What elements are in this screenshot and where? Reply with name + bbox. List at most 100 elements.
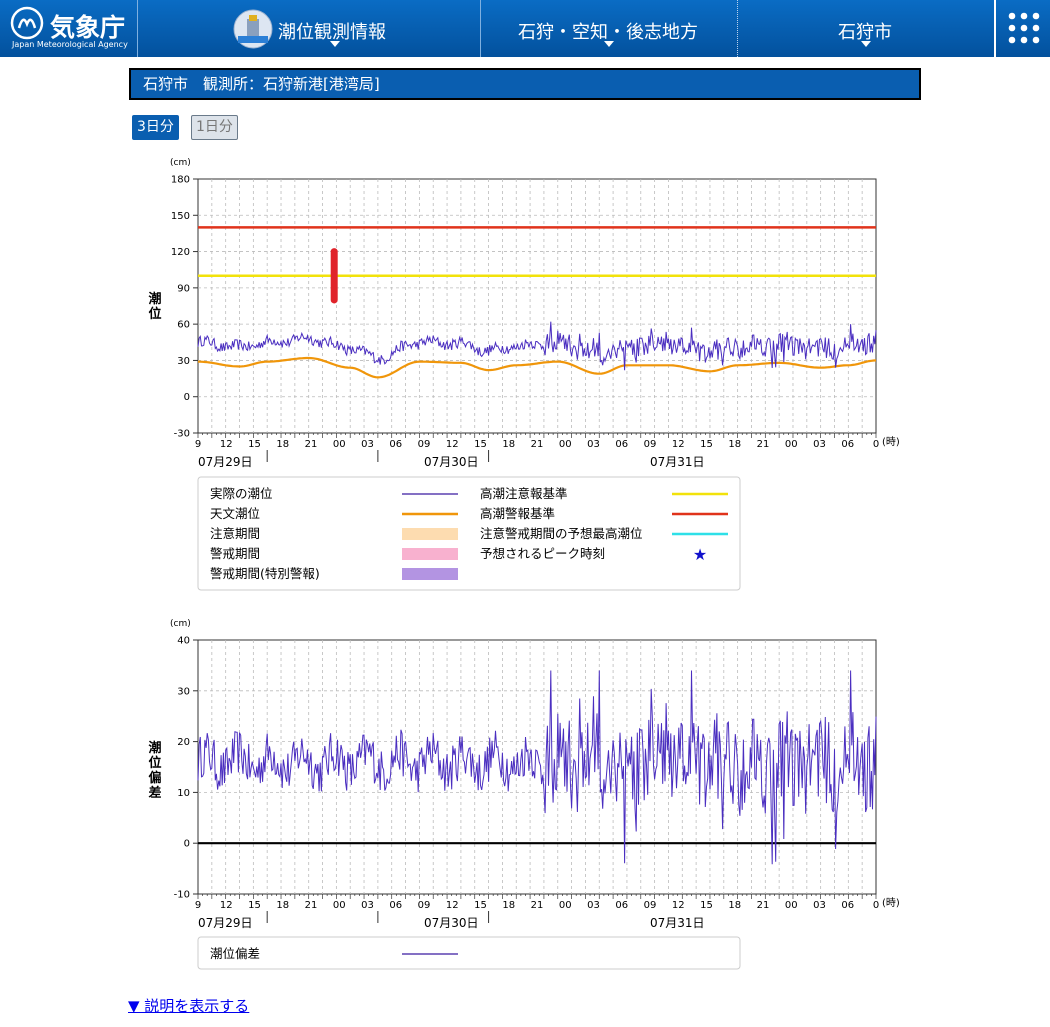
range-1day-button[interactable]: 1日分 [191, 115, 238, 140]
deviation-x-tick-label: 9 [195, 900, 201, 911]
nav-city[interactable]: 石狩市 [737, 0, 994, 57]
tide-x-tick-label: 03 [361, 439, 374, 450]
legend-swatch [402, 568, 458, 580]
deviation-y-tick-label: 30 [177, 686, 190, 697]
tide-x-tick-label: 06 [615, 439, 628, 450]
star-icon: ★ [693, 545, 707, 564]
deviation-x-tick-label: 21 [531, 900, 544, 911]
deviation-y-tick-label: -10 [174, 890, 190, 901]
tide-x-tick-label: 12 [220, 439, 233, 450]
deviation-legend [197, 936, 741, 970]
tide-x-tick-label: 18 [728, 439, 741, 450]
deviation-x-tick-label: 15 [248, 900, 261, 911]
deviation-x-tick-label: 06 [615, 900, 628, 911]
tide-x-tick-label: 15 [700, 439, 713, 450]
legend-label: 天文潮位 [210, 506, 260, 521]
tide-x-tick-label: 18 [276, 439, 289, 450]
deviation-x-tick-label: 00 [785, 900, 798, 911]
chevron-down-icon [861, 41, 871, 47]
range-3day-button[interactable]: 3日分 [132, 115, 179, 140]
deviation-x-tick-label: 12 [672, 900, 685, 911]
tide-x-tick-label: 12 [672, 439, 685, 450]
legend-label: 高潮注意報基準 [480, 486, 568, 501]
tide-x-tick-label: 00 [559, 439, 572, 450]
tide-date-label: 07月30日 [424, 455, 479, 469]
tide-y-tick-label: 120 [171, 247, 190, 258]
tide-x-tick-label: 21 [531, 439, 544, 450]
tide-gauge-icon [233, 9, 273, 49]
deviation-x-tick-label: 06 [841, 900, 854, 911]
nav-tide-info[interactable]: 潮位観測情報 [137, 0, 480, 57]
jma-logo[interactable]: 気象庁 Japan Meteorological Agency [10, 6, 135, 52]
tide-x-tick-label: 12 [446, 439, 459, 450]
station-title: 石狩市 観測所：石狩新港[港湾局] [129, 68, 921, 100]
show-explanation-link[interactable]: ▼ 説明を表示する [128, 997, 250, 1015]
chevron-down-icon [604, 41, 614, 47]
deviation-y-axis-label: 差 [148, 785, 161, 801]
legend-swatch [402, 548, 458, 560]
tide-y-tick-label: 0 [184, 392, 190, 403]
tide-x-tick-label: 18 [502, 439, 515, 450]
legend-label: 警戒期間(特別警報) [210, 566, 320, 581]
grid-menu-icon [1008, 12, 1040, 44]
deviation-date-label: 07月30日 [424, 916, 479, 930]
tide-y-axis-label: 位 [148, 306, 161, 322]
legend-swatch [402, 528, 458, 540]
legend-label: 実際の潮位 [210, 486, 273, 501]
tide-date-label: 07月31日 [650, 455, 705, 469]
tide-x-tick-label: 0 [873, 439, 879, 450]
deviation-line [197, 670, 877, 865]
deviation-x-tick-label: 21 [757, 900, 770, 911]
tide-legend [197, 476, 741, 591]
global-header: 気象庁 Japan Meteorological Agency 潮位観測情報 石… [0, 0, 1050, 57]
deviation-date-label: 07月31日 [650, 916, 705, 930]
deviation-x-tick-label: 15 [700, 900, 713, 911]
deviation-x-tick-label: 21 [305, 900, 318, 911]
tide-y-tick-label: 30 [177, 356, 190, 367]
deviation-x-tick-label: 12 [220, 900, 233, 911]
nav-region-label: 石狩・空知・後志地方 [518, 22, 698, 43]
menu-button[interactable] [994, 0, 1050, 57]
deviation-x-tick-label: 0 [873, 900, 879, 911]
tide-x-tick-label: 06 [389, 439, 402, 450]
nav-region[interactable]: 石狩・空知・後志地方 [480, 0, 737, 57]
tide-unit-label: (cm) [170, 158, 191, 168]
tide-y-tick-label: -30 [174, 429, 190, 440]
legend-label: 注意期間 [210, 526, 260, 541]
deviation-x-tick-label: 00 [333, 900, 346, 911]
tide-x-tick-label: 03 [813, 439, 826, 450]
tide-date-label: 07月29日 [198, 455, 253, 469]
deviation-y-tick-label: 0 [184, 839, 190, 850]
deviation-y-axis-label: 位 [148, 755, 161, 771]
agency-name-en: Japan Meteorological Agency [12, 40, 128, 49]
tide-x-tick-label: 06 [841, 439, 854, 450]
tide-y-tick-label: 90 [177, 283, 190, 294]
chevron-down-icon [330, 41, 340, 47]
nav-tide-info-label: 潮位観測情報 [278, 22, 386, 43]
tide-x-unit: (時) [882, 436, 900, 448]
nav-city-label: 石狩市 [838, 22, 892, 43]
deviation-plot-area [197, 639, 877, 895]
tide-y-tick-label: 180 [171, 175, 190, 186]
deviation-x-tick-label: 18 [276, 900, 289, 911]
observed-tide-line [197, 321, 877, 371]
legend-label: 予想されるピーク時刻 [480, 546, 605, 561]
deviation-y-tick-label: 20 [177, 737, 190, 748]
deviation-y-axis-label: 偏 [148, 770, 161, 786]
deviation-x-tick-label: 12 [446, 900, 459, 911]
deviation-x-tick-label: 18 [728, 900, 741, 911]
tide-x-tick-label: 21 [305, 439, 318, 450]
deviation-x-tick-label: 15 [474, 900, 487, 911]
legend-label: 注意警戒期間の予想最高潮位 [480, 526, 643, 541]
tide-x-tick-label: 00 [333, 439, 346, 450]
deviation-unit-label: (cm) [170, 619, 191, 629]
deviation-x-tick-label: 03 [813, 900, 826, 911]
tide-x-tick-label: 03 [587, 439, 600, 450]
legend-label: 警戒期間 [210, 546, 260, 561]
tide-x-tick-label: 15 [474, 439, 487, 450]
legend-label: 高潮警報基準 [480, 506, 555, 521]
tide-plot-area [197, 178, 877, 434]
tide-x-tick-label: 09 [418, 439, 431, 450]
tide-x-tick-label: 21 [757, 439, 770, 450]
